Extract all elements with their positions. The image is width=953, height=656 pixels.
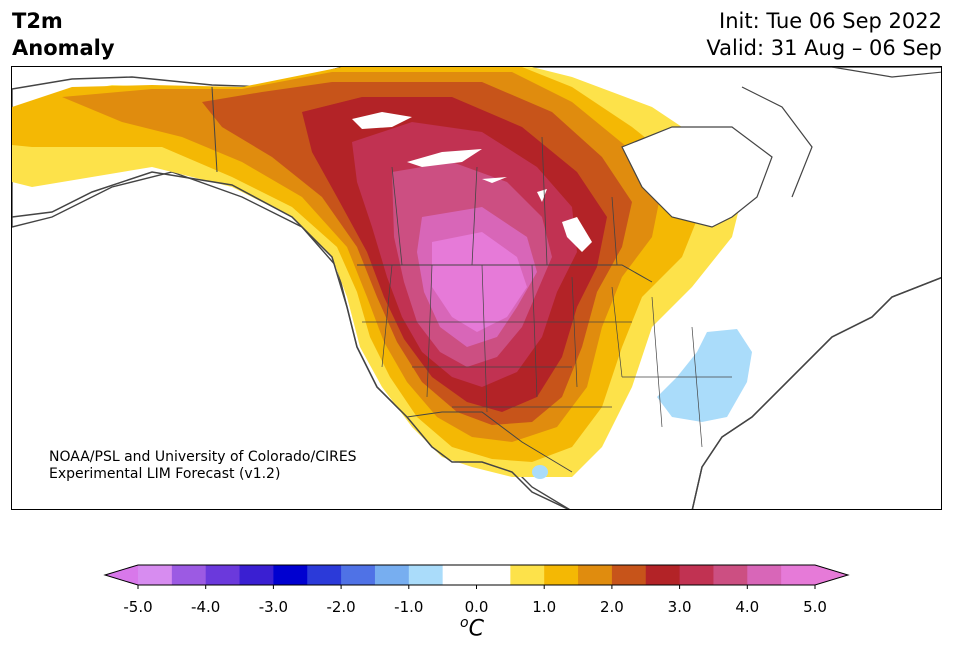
lake [407,149,482,167]
coastline [12,171,570,509]
colorbar-segments [103,564,850,589]
anomaly-contour-light-blue-small [532,465,548,479]
colorbar-segment [476,565,511,585]
colorbar-segment [273,565,308,585]
colorbar-segment [611,565,647,585]
border-us-mexico [406,411,573,473]
colorbar-segment [781,565,816,585]
colorbar-tick-label: -5.0 [123,598,153,616]
coastline-east [691,276,941,509]
anomaly-map [11,66,942,510]
colorbar-segment [679,565,714,585]
colorbar-segment [713,565,748,585]
map-title: T2m Anomaly [12,8,115,62]
credit-text: NOAA/PSL and University of Colorado/CIRE… [49,449,357,483]
colorbar-tick-label: -3.0 [258,598,289,616]
colorbar-tick-label: 4.0 [735,598,760,616]
colorbar-segment [645,565,681,585]
colorbar-extend-min [105,565,138,585]
valid-range: Valid: 31 Aug – 06 Sep [706,36,942,60]
colorbar-segment [544,565,579,585]
lake [562,217,592,252]
border-alaska [211,86,218,173]
colorbar-segment [307,565,342,585]
colorbar-segment [578,565,613,585]
forecast-dates: Init: Tue 06 Sep 2022 Valid: 31 Aug – 06… [706,8,942,62]
title-line-1: T2m [12,9,63,33]
init-date: Init: Tue 06 Sep 2022 [719,9,942,33]
border-states [362,264,732,448]
colorbar-tick-label: 2.0 [599,598,624,616]
colorbar-tick-label: -4.0 [191,598,221,616]
credit-line-1: NOAA/PSL and University of Colorado/CIRE… [49,449,357,465]
anomaly-contour-light-blue [657,329,752,422]
colorbar-segment [374,565,410,585]
colorbar-segment [442,565,477,585]
colorbar-segment [510,565,545,585]
lake [482,177,507,183]
credit-line-2: Experimental LIM Forecast (v1.2) [49,466,281,482]
anomaly-contour-magenta [432,232,527,332]
anomaly-map-svg [12,67,941,509]
greenland-coast [741,67,941,198]
colorbar-tick-label: 1.0 [532,598,557,616]
colorbar-segment [747,565,782,585]
colorbar-tick-label: 5.0 [803,598,827,616]
hudson-bay [621,126,773,228]
border-provinces [391,136,618,266]
lake [352,112,412,129]
colorbar-segment [138,565,173,585]
title-line-2: Anomaly [12,36,115,60]
colorbar-tick-label: -2.0 [326,598,356,616]
colorbar-segment [171,565,207,585]
unit-degree: o [460,615,469,631]
colorbar-segment [239,565,274,585]
colorbar-extend-max [815,565,848,585]
unit-letter: C [468,616,484,642]
colorbar-tick-label: -1.0 [394,598,424,616]
colorbar-segment [408,565,444,585]
colorbar-unit: oC [460,615,484,641]
colorbar-segment [205,565,241,585]
border-us-canada [357,264,653,283]
colorbar-tick-label: 0.0 [464,598,489,616]
colorbar-segment [341,565,376,585]
colorbar-tick-label: 3.0 [667,598,692,616]
